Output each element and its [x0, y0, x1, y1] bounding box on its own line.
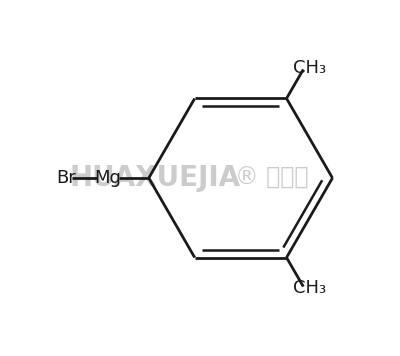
Text: ® 化学加: ® 化学加 [235, 166, 309, 190]
Text: CH₃: CH₃ [294, 59, 326, 77]
Text: CH₃: CH₃ [294, 279, 326, 297]
Text: HUAXUEJIA: HUAXUEJIA [69, 164, 240, 192]
Text: Br: Br [56, 169, 76, 187]
Text: Mg: Mg [95, 169, 122, 187]
